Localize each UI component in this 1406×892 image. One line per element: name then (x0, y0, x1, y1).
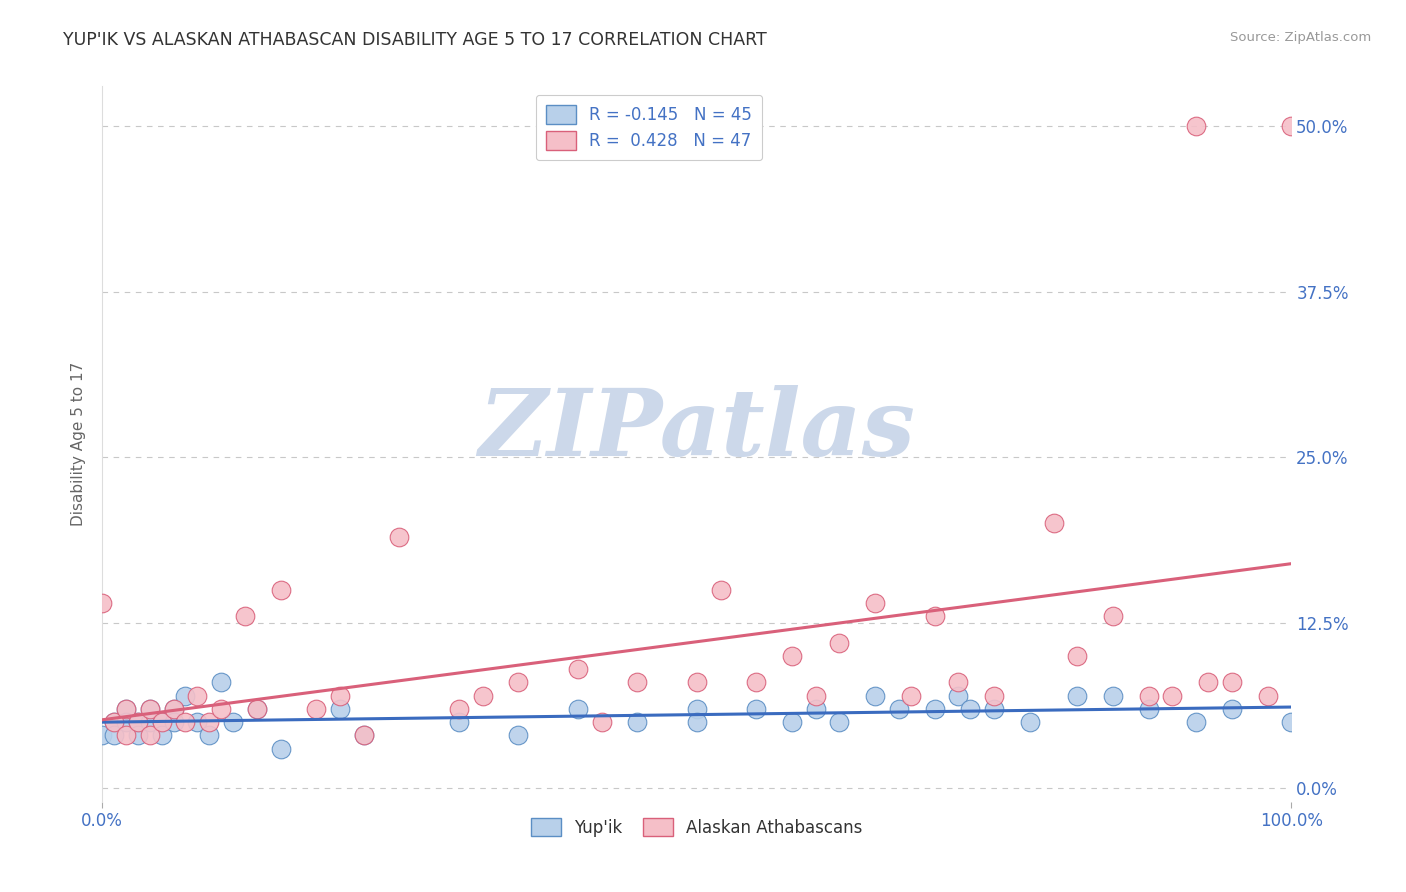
Point (1137, 702, 1160, 716)
Point (447, 715, 470, 730)
Point (591, 715, 613, 730)
Point (1066, 689, 1088, 703)
Point (139, 702, 162, 716)
Point (162, 715, 184, 730)
Point (686, 702, 709, 716)
Point (233, 609, 256, 624)
Point (222, 715, 245, 730)
Point (139, 728, 162, 742)
Point (270, 582, 292, 597)
Point (209, 675, 232, 690)
Point (900, 689, 922, 703)
Point (1161, 689, 1184, 703)
Point (1220, 702, 1243, 716)
Point (924, 702, 946, 716)
Point (127, 715, 149, 730)
Point (139, 715, 162, 730)
Point (447, 702, 470, 716)
Point (948, 675, 970, 690)
Point (626, 715, 648, 730)
Point (186, 715, 208, 730)
Point (103, 715, 125, 730)
Point (1102, 609, 1125, 624)
Text: Source: ZipAtlas.com: Source: ZipAtlas.com (1230, 31, 1371, 45)
Point (246, 702, 269, 716)
Point (174, 715, 197, 730)
Point (103, 728, 125, 742)
Point (959, 702, 981, 716)
Point (353, 728, 375, 742)
Point (139, 702, 162, 716)
Point (863, 689, 886, 703)
Point (150, 728, 173, 742)
Text: ZIPatlas: ZIPatlas (478, 384, 915, 475)
Point (828, 635, 851, 649)
Point (1137, 689, 1160, 703)
Point (127, 715, 149, 730)
Point (567, 662, 589, 676)
Point (686, 715, 709, 730)
Point (1018, 715, 1040, 730)
Point (471, 689, 494, 703)
Point (91, 728, 114, 742)
Point (924, 609, 946, 624)
Point (948, 689, 970, 703)
Legend: Yup'ik, Alaskan Athabascans: Yup'ik, Alaskan Athabascans (524, 812, 869, 843)
Point (115, 702, 138, 716)
Y-axis label: Disability Age 5 to 17: Disability Age 5 to 17 (72, 362, 86, 526)
Point (115, 715, 138, 730)
Point (1185, 119, 1208, 133)
Point (127, 728, 149, 742)
Point (91, 596, 114, 610)
Point (329, 702, 352, 716)
Point (745, 675, 768, 690)
Point (305, 702, 328, 716)
Point (1185, 715, 1208, 730)
Point (709, 582, 731, 597)
Point (780, 648, 803, 663)
Point (353, 728, 375, 742)
Point (246, 702, 269, 716)
Point (329, 689, 352, 703)
Text: YUP'IK VS ALASKAN ATHABASCAN DISABILITY AGE 5 TO 17 CORRELATION CHART: YUP'IK VS ALASKAN ATHABASCAN DISABILITY … (63, 31, 768, 49)
Point (983, 702, 1005, 716)
Point (567, 702, 589, 716)
Point (1220, 675, 1243, 690)
Point (162, 702, 184, 716)
Point (1197, 675, 1219, 690)
Point (887, 702, 910, 716)
Point (745, 702, 768, 716)
Point (1102, 689, 1125, 703)
Point (103, 715, 125, 730)
Point (508, 728, 530, 742)
Point (863, 596, 886, 610)
Point (983, 689, 1005, 703)
Point (115, 702, 138, 716)
Point (804, 702, 827, 716)
Point (150, 715, 173, 730)
Point (1257, 689, 1279, 703)
Point (115, 728, 138, 742)
Point (828, 715, 851, 730)
Point (1279, 119, 1302, 133)
Point (198, 715, 221, 730)
Point (1066, 648, 1088, 663)
Point (162, 702, 184, 716)
Point (1279, 715, 1302, 730)
Point (626, 675, 648, 690)
Point (804, 689, 827, 703)
Point (780, 715, 803, 730)
Point (270, 741, 292, 756)
Point (186, 689, 208, 703)
Point (686, 675, 709, 690)
Point (1042, 516, 1064, 531)
Point (508, 675, 530, 690)
Point (150, 715, 173, 730)
Point (388, 530, 411, 544)
Point (209, 702, 232, 716)
Point (174, 689, 197, 703)
Point (198, 728, 221, 742)
